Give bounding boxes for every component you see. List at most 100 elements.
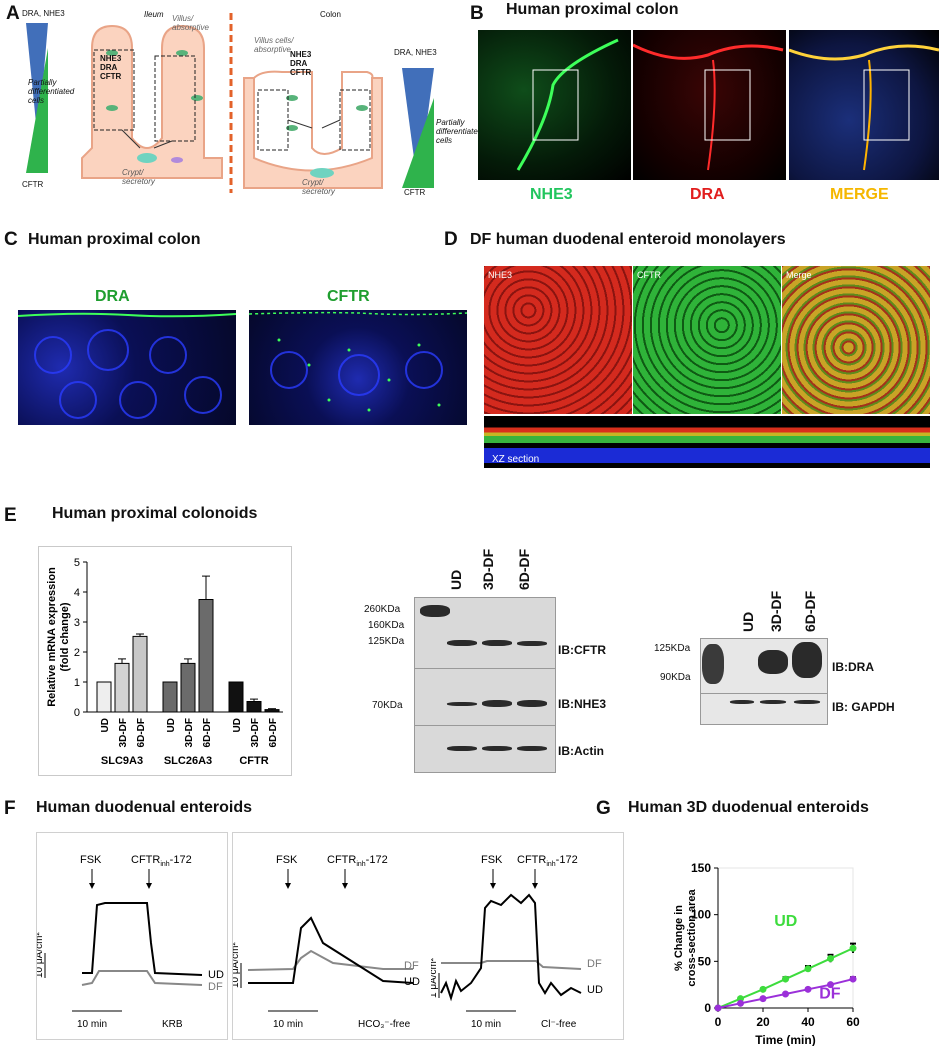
g-data-point — [849, 975, 857, 983]
panel-f-title: Human duodenual enteroids — [36, 799, 253, 816]
scale-bar-label: 1 μA/cm² — [431, 957, 439, 998]
dra-nhe3-label-left: DRA, NHE3 — [22, 9, 65, 18]
ib-dra-label: IB:DRA — [832, 660, 874, 674]
cftr-band-3d — [482, 640, 512, 646]
e-y-tick-label: 5 — [74, 557, 80, 569]
e-bar — [132, 635, 148, 713]
c-dra-image — [18, 310, 236, 425]
blot1-lane-ud: UD — [448, 569, 464, 590]
trace-ud-label: UD — [404, 976, 420, 988]
time-scale-label: 10 min — [273, 1019, 303, 1030]
inhibitor-label: CFTRinh-172 — [517, 854, 578, 868]
scale-bar-label: 10 μA/cm² — [233, 942, 241, 988]
ib-actin-label: IB:Actin — [558, 744, 604, 758]
scale-bar-label: 10 μA/cm² — [37, 932, 45, 978]
e-bar — [264, 709, 280, 713]
e-bar-chart-frame: 0 1 2 3 4 5 Relative mRNA expression(fold chan… — [38, 546, 292, 776]
e-category-label: UD — [100, 718, 111, 732]
condition-label: HCO₃⁻-free — [358, 1019, 411, 1030]
trace-df-label: DF — [208, 981, 223, 993]
g-data-point — [782, 990, 789, 998]
g-data-point — [714, 1004, 722, 1012]
cftr-label-right: CFTR — [404, 188, 426, 197]
panel-e-title: Human proximal colonoids — [52, 505, 258, 522]
e-group-label: CFTR — [239, 755, 268, 767]
panel-label-g: G — [596, 798, 611, 819]
trace-df — [441, 960, 582, 970]
e-category-label: UD — [232, 718, 243, 732]
d-cftr-image: CFTR — [633, 266, 781, 414]
trace-cl: FSK CFTRinh-172 UD DF 1 μA/cm² 10 min Cl⁻-free — [431, 854, 603, 1030]
trace-df — [247, 949, 413, 971]
e-y-tick-label: 4 — [74, 587, 80, 599]
g-x-tick-label: 0 — [715, 1015, 722, 1029]
panel-label-b: B — [470, 3, 484, 24]
dra-band-6d — [792, 642, 822, 678]
partially-label-right: Partially differentiated cells — [436, 118, 483, 145]
crypt-label-ileum: Crypt/ secretory — [122, 168, 155, 186]
cftr-band-ud — [447, 640, 477, 646]
g-x-tick-label: 20 — [756, 1015, 770, 1029]
panel-label-e: E — [4, 505, 17, 526]
e-y-tick-label: 3 — [74, 617, 80, 629]
g-data-point — [827, 955, 834, 963]
g-y-tick-label: 0 — [704, 1001, 711, 1015]
blot2-lane-6d: 6D-DF — [802, 590, 818, 632]
e-y-tick-label: 0 — [74, 707, 80, 719]
e-bar — [180, 662, 196, 713]
panel-label-a: A — [6, 3, 20, 24]
cftr-label-left: CFTR — [22, 180, 44, 189]
trace-ud-label: UD — [208, 969, 224, 981]
xz-section-label: XZ section — [492, 454, 540, 465]
c-dra-label: DRA — [95, 288, 130, 305]
fsk-label: FSK — [481, 854, 503, 866]
dra-channel-label: DRA — [690, 186, 725, 203]
ileum-label: Ileum — [144, 10, 164, 19]
c-cftr-label: CFTR — [327, 288, 370, 305]
e-category-label: 3D-DF — [118, 718, 129, 747]
arrow-head — [146, 883, 152, 889]
e-bar — [114, 662, 130, 713]
c-cftr-image — [249, 310, 467, 425]
g-series-label: DF — [819, 986, 841, 1003]
partially-label-left: Partially differentiated cells — [28, 78, 74, 105]
panel-label-c: C — [4, 229, 18, 250]
panel-label-f: F — [4, 798, 16, 819]
d-nhe3-label: NHE3 — [488, 270, 513, 280]
arrow-head — [285, 883, 291, 889]
blot1-lane-6d: 6D-DF — [516, 548, 532, 590]
e-y-tick-label: 2 — [74, 647, 80, 659]
panel-b-title: Human proximal colon — [506, 1, 679, 18]
blot2-lane-3d: 3D-DF — [768, 590, 784, 632]
nhe3-band-3d — [482, 700, 512, 707]
gapdh-band-6d — [794, 700, 820, 704]
d-nhe3-image: NHE3 — [484, 266, 632, 414]
time-scale-label: 10 min — [77, 1019, 107, 1030]
d-merge-image: Merge — [782, 266, 930, 414]
marker-label-colon: NHE3 DRA CFTR — [290, 50, 312, 77]
blot2-lane-ud: UD — [740, 611, 756, 632]
villus-label: Villus/ absorptive — [172, 14, 209, 32]
trace-ud — [440, 893, 582, 1002]
xz-section-image: XZ section — [484, 416, 930, 468]
e-bar — [198, 599, 214, 713]
inhibitor-label: CFTRinh-172 — [131, 854, 192, 868]
trace-hco3: FSK CFTRinh-172 UD DF 10 μA/cm² 10 min HCO₃⁻-f… — [233, 854, 420, 1030]
e-category-label: 3D-DF — [250, 718, 261, 747]
d-cftr-label: CFTR — [637, 270, 661, 280]
marker-label-ileum: NHE3 DRA CFTR — [100, 54, 122, 81]
e-category-label: 6D-DF — [202, 718, 213, 747]
blot-marker-band — [420, 605, 450, 617]
dra-band-3d — [758, 650, 788, 674]
intestine-schematic: DRA, NHE3 Ileum Villus/ absorptive Colon… — [22, 8, 483, 197]
trace-box-right: FSK CFTRinh-172 UD DF 10 μA/cm² 10 min HCO₃⁻-f… — [232, 832, 624, 1040]
crypt-label-colon: Crypt/ secretory — [302, 178, 335, 196]
kda-260: 260KDa — [364, 604, 401, 615]
gapdh-band-3d — [760, 700, 786, 704]
nhe3-band-ud — [447, 702, 477, 706]
e-category-label: 6D-DF — [268, 718, 279, 747]
e-group-label: SLC9A3 — [101, 755, 143, 767]
kda-70: 70KDa — [372, 700, 403, 711]
